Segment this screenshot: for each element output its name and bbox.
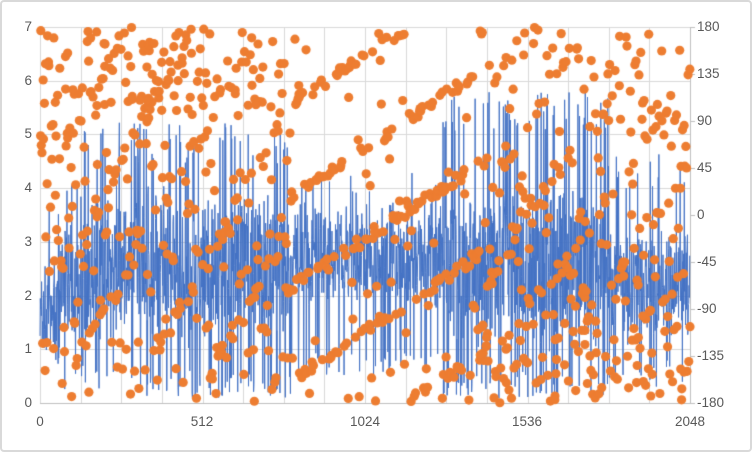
y-left-tick-5: 5 xyxy=(24,126,32,141)
y-right-tick-neg90: -90 xyxy=(697,301,717,316)
x-tick-1024: 1024 xyxy=(349,414,381,429)
y-right-tick-neg180: -180 xyxy=(697,395,725,410)
y-right-tick-45: 45 xyxy=(697,160,713,175)
y-right-tick-135: 135 xyxy=(697,66,720,81)
y-right-tick-0: 0 xyxy=(697,207,705,222)
x-tick-1536: 1536 xyxy=(511,414,543,429)
y-right-tick-neg135: -135 xyxy=(697,348,725,363)
y-right-tick-90: 90 xyxy=(697,113,713,128)
y-left-tick-7: 7 xyxy=(24,19,32,34)
y-right-tick-neg45: -45 xyxy=(697,254,717,269)
y-left-tick-4: 4 xyxy=(24,180,32,195)
x-tick-2048: 2048 xyxy=(674,414,706,429)
y-right-tick-180: 180 xyxy=(697,19,720,34)
y-left-tick-6: 6 xyxy=(24,73,32,88)
y-left-tick-3: 3 xyxy=(24,234,32,249)
y-left-tick-0: 0 xyxy=(24,395,32,410)
x-tick-512: 512 xyxy=(190,414,214,429)
y-left-tick-1: 1 xyxy=(24,341,32,356)
x-tick-0: 0 xyxy=(36,414,44,429)
y-left-tick-2: 2 xyxy=(24,288,32,303)
